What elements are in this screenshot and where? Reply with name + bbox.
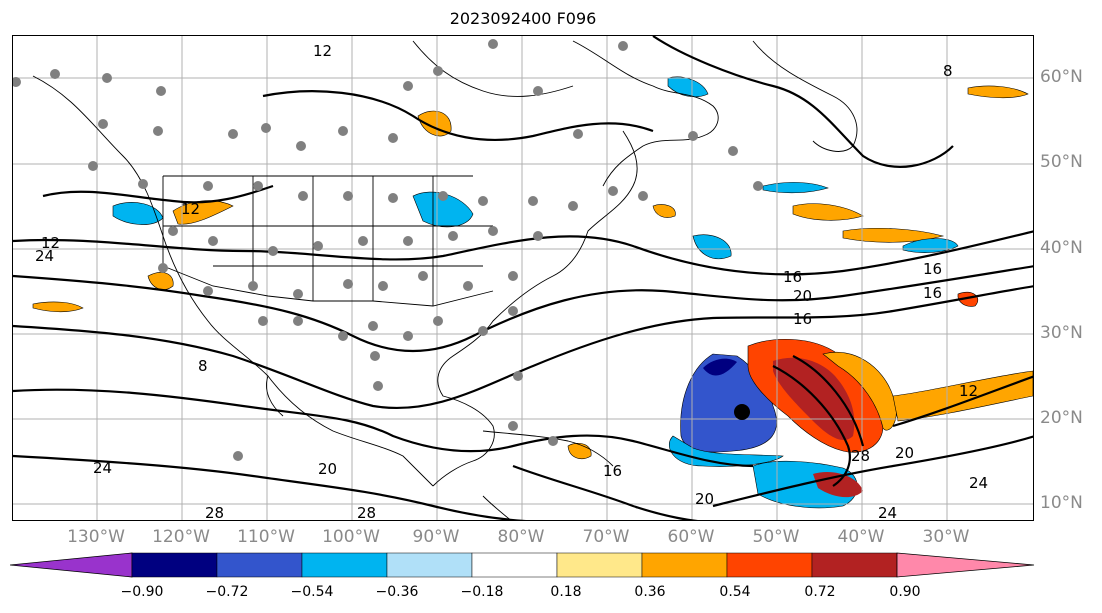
contour-label: 24 [878, 504, 897, 521]
lat-label: 60°N [1040, 67, 1083, 87]
colorbar-tick: −0.36 [375, 584, 419, 600]
contour-label: 24 [35, 247, 54, 265]
colorbar-extend-low [10, 552, 133, 578]
lat-label: 20°N [1040, 408, 1083, 428]
contour-label: 28 [851, 447, 870, 465]
contour-label: 8 [943, 62, 953, 80]
contour-label: 20 [895, 444, 914, 462]
lon-label: 40°W [837, 527, 885, 547]
contour-label: 12 [181, 200, 200, 218]
colorbar-extend-high [896, 552, 1035, 578]
coastlines [32, 40, 858, 520]
map-title: 2023092400 F096 [449, 9, 597, 28]
colorbar-tick: 0.90 [889, 584, 921, 600]
colorbar-segment [811, 552, 898, 578]
lat-label: 40°N [1040, 238, 1083, 258]
lat-label: 10°N [1040, 493, 1083, 513]
colorbar-tick: −0.54 [290, 584, 334, 600]
lon-label: 120°W [152, 527, 210, 547]
contour-label: 12 [959, 382, 978, 400]
lat-label: 30°N [1040, 323, 1083, 343]
colorbar-segment [641, 552, 728, 578]
contour-label: 20 [318, 460, 337, 478]
colorbar-segment [131, 552, 218, 578]
contour-label: 28 [357, 504, 376, 521]
colorbar-segments [10, 552, 1035, 578]
lon-label: 50°W [752, 527, 800, 547]
contour-label: 20 [695, 490, 714, 508]
map-canvas: 12 16 20 24 28 8 12 16 20 24 28 12 16 20… [13, 36, 1033, 521]
lat-label: 50°N [1040, 152, 1083, 172]
lon-label: 110°W [237, 527, 295, 547]
lon-label: 130°W [67, 527, 125, 547]
contour-label: 16 [793, 310, 812, 328]
colorbar-tick: 0.72 [804, 584, 836, 600]
lon-label: 100°W [322, 527, 380, 547]
lon-label: 60°W [667, 527, 715, 547]
colorbar-tick: 0.36 [634, 584, 666, 600]
map-panel: 12 16 20 24 28 8 12 16 20 24 28 12 16 20… [12, 35, 1034, 521]
contour-label: 12 [41, 234, 60, 252]
contour-label: 16 [603, 462, 622, 480]
lon-label: 30°W [922, 527, 970, 547]
contour-label: 24 [93, 459, 112, 477]
contour-label: 16 [923, 260, 942, 278]
contour-label-group: 12 16 20 24 28 8 12 16 20 24 28 12 16 20… [35, 42, 988, 521]
colorbar-segment [556, 552, 643, 578]
colorbar-tick: −0.72 [205, 584, 249, 600]
colorbar-segment [386, 552, 473, 578]
colorbar [10, 552, 1035, 578]
contour-label: 24 [969, 474, 988, 492]
lon-label: 70°W [582, 527, 630, 547]
colorbar-segment [216, 552, 303, 578]
station-markers [13, 39, 763, 461]
colorbar-tick: 0.54 [719, 584, 751, 600]
lon-label: 90°W [412, 527, 460, 547]
contour-label: 20 [793, 287, 812, 305]
contour-label: 28 [205, 504, 224, 521]
colorbar-tick: −0.18 [460, 584, 504, 600]
colorbar-segment [301, 552, 388, 578]
contour-label: 12 [313, 42, 332, 60]
colorbar-segment [726, 552, 813, 578]
colorbar-tick: 0.18 [550, 584, 582, 600]
colorbar-tick: −0.90 [120, 584, 164, 600]
lon-label: 80°W [497, 527, 545, 547]
contour-label: 16 [783, 268, 802, 286]
contour-label: 8 [198, 357, 208, 375]
storm-center-marker [734, 404, 750, 420]
colorbar-segment [471, 552, 558, 578]
contour-label: 16 [923, 284, 942, 302]
